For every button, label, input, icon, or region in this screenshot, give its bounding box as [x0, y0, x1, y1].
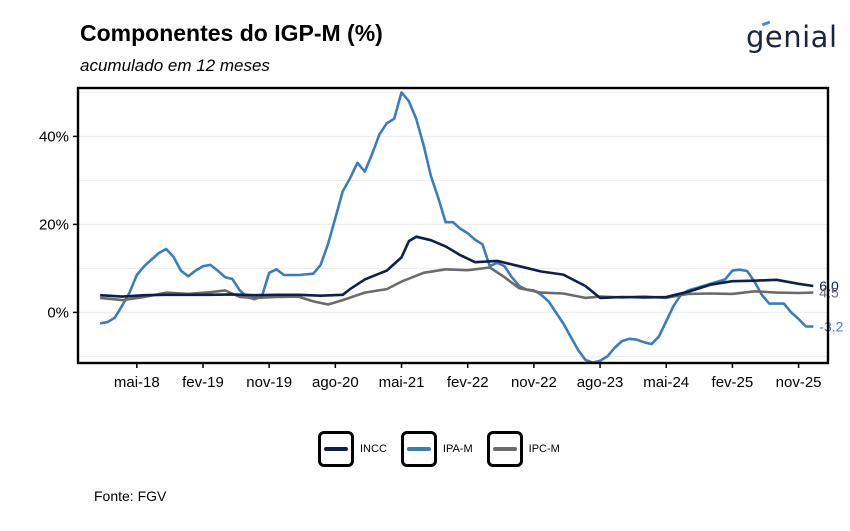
- legend-item-ipa-m: IPA-M: [400, 431, 477, 467]
- y-tick-label: 0%: [47, 304, 69, 321]
- legend-label-incc: INCC: [360, 443, 387, 455]
- chart-subtitle: acumulado em 12 meses: [80, 56, 270, 75]
- x-tick-label: mai-24: [643, 374, 689, 391]
- y-tick-label: 40%: [39, 128, 69, 145]
- brand-logo: genial: [746, 20, 838, 54]
- x-tick-label: nov-19: [246, 374, 292, 391]
- chart-legend: INCC IPA-M IPC-M: [318, 431, 574, 467]
- legend-label-ipc-m: IPC-M: [528, 443, 560, 455]
- legend-item-ipc-m: IPC-M: [486, 431, 564, 467]
- legend-label-ipa-m: IPA-M: [442, 443, 473, 455]
- source-note: Fonte: FGV: [94, 488, 167, 504]
- x-tick-label: fev-19: [182, 374, 224, 391]
- legend-key-ipa-m: [400, 431, 437, 467]
- chart-title: Componentes do IGP-M (%): [80, 20, 383, 46]
- legend-key-incc: [318, 431, 354, 467]
- y-tick-label: 20%: [39, 216, 69, 233]
- x-tick-label: fev-25: [712, 374, 754, 391]
- legend-key-ipc-m: [486, 431, 523, 467]
- x-tick-label: nov-22: [511, 374, 557, 391]
- x-tick-label: nov-25: [776, 374, 822, 391]
- x-tick-label: ago-23: [577, 374, 624, 391]
- series-line-ipa-m: [99, 91, 814, 364]
- legend-item-incc: INCC: [318, 431, 391, 467]
- plot-border: [76, 86, 830, 365]
- end-label-ipa-m: -3.2: [819, 318, 843, 334]
- x-tick-label: fev-22: [447, 374, 489, 391]
- line-chart: 6.04.5-3.20%20%40%mai-18 fev-19 nov-19 ago-…: [39, 86, 844, 391]
- series-line-ipc-m: [99, 266, 814, 306]
- series-line-incc: [100, 235, 814, 300]
- x-tick-label: mai-18: [114, 374, 160, 391]
- x-tick-label: ago-20: [312, 374, 359, 391]
- x-tick-label: mai-21: [379, 374, 425, 391]
